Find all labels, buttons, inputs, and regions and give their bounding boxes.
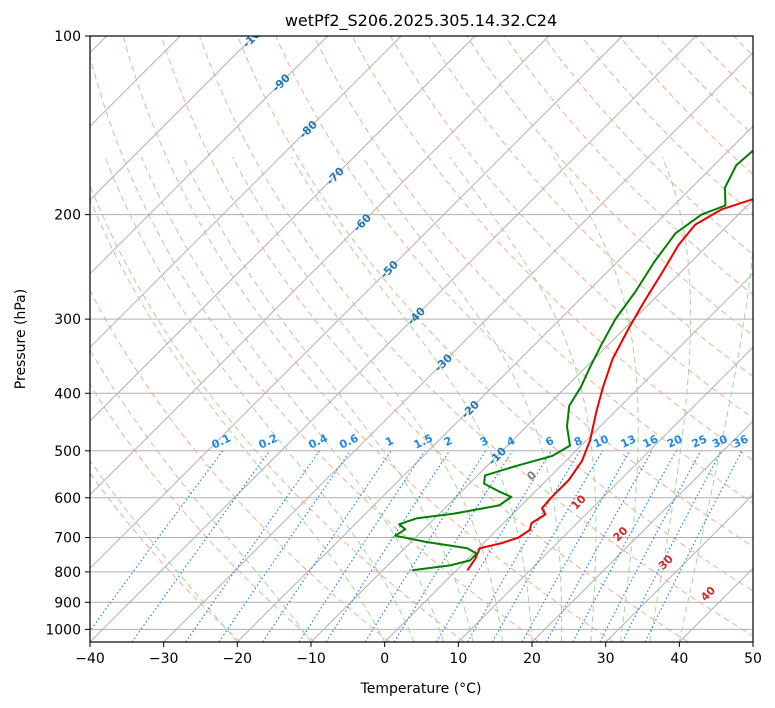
y-axis-label: Pressure (hPa) <box>13 289 29 389</box>
y-axis: 100 200 300 400 500 600 700 800 900 1000 <box>45 29 90 638</box>
moist-adiabat-line <box>90 459 238 642</box>
y-tick-label: 900 <box>54 595 81 611</box>
y-tick-label: 100 <box>54 29 81 45</box>
mixing-ratio-line <box>298 450 426 642</box>
x-tick-label: −10 <box>296 651 326 667</box>
mixing-ratio-line <box>599 450 702 642</box>
moist-adiabat-line <box>362 156 563 642</box>
x-axis-label: Temperature (°C) <box>360 681 482 697</box>
isotherm-line <box>90 36 329 275</box>
dry-adiabat-line <box>90 383 316 642</box>
dry-adiabat-line <box>160 36 689 642</box>
y-tick-label: 600 <box>54 491 81 507</box>
moist-adiabat-line <box>182 156 474 642</box>
y-tick-label: 200 <box>54 208 81 224</box>
mixing-ratio-label: 36 <box>731 432 751 450</box>
x-tick-label: 50 <box>744 651 762 667</box>
mixing-ratio-line <box>521 450 631 642</box>
y-tick-label: 500 <box>54 444 81 460</box>
isotherm-line <box>90 36 402 349</box>
dry-adiabat-line <box>389 36 753 419</box>
mixing-ratio-line <box>545 450 653 642</box>
mixing-ratio-line <box>325 450 451 642</box>
isotherm-line <box>90 36 697 642</box>
mixing-ratio-label: 30 <box>710 432 730 450</box>
mixing-ratio-label: 13 <box>619 432 638 450</box>
mixing-ratio-label: 10 <box>591 432 611 450</box>
isotherm-line <box>90 36 255 201</box>
x-tick-label: 10 <box>449 651 467 667</box>
mixing-ratio-line <box>262 450 392 642</box>
mixing-ratio-label: 16 <box>641 432 661 450</box>
dry-adiabat-line <box>275 36 753 548</box>
isotherm-line <box>457 346 753 642</box>
mixing-ratio-line <box>435 450 552 642</box>
isotherm-line <box>90 36 623 570</box>
dry-adiabat-line <box>427 36 753 378</box>
chart-title: wetPf2_S206.2025.305.14.32.C24 <box>285 11 557 31</box>
mixing-ratio-line <box>644 450 743 642</box>
dry-adiabat-line <box>237 36 753 592</box>
moist-adiabat-line <box>290 156 533 642</box>
moist-adiabat-line <box>104 156 415 642</box>
dry-adiabat-line <box>313 36 753 504</box>
isotherm-line <box>531 420 753 642</box>
dry-adiabat-line <box>90 184 465 642</box>
dry-adiabat-line <box>351 36 753 462</box>
mixing-ratio-line <box>218 450 351 642</box>
dry-adiabat-line <box>199 36 753 637</box>
y-tick-label: 800 <box>54 565 81 581</box>
y-tick-label: 1000 <box>45 622 81 638</box>
moist-adiabat-line <box>449 156 597 642</box>
mixing-ratio-label: 20 <box>665 432 685 450</box>
moist-adiabat-line <box>90 349 312 642</box>
mixing-ratio-line <box>572 450 677 642</box>
mixing-ratio-line <box>90 450 224 632</box>
x-tick-label: 40 <box>670 651 688 667</box>
isotherm-line <box>163 51 753 642</box>
mixing-ratio-label: 25 <box>690 433 709 451</box>
mixing-ratio-line <box>364 450 487 642</box>
background-lines <box>90 36 753 642</box>
temperature-line <box>466 198 753 571</box>
x-axis: −40 −30 −20 −10 0 10 20 30 40 50 <box>75 642 762 667</box>
x-tick-label: −20 <box>223 651 253 667</box>
dry-adiabat-line <box>90 289 390 642</box>
dry-adiabat-line <box>504 36 753 296</box>
moist-adiabat-line <box>90 198 386 642</box>
moist-adiabat-line <box>678 242 753 642</box>
isotherm-line <box>605 493 753 642</box>
x-tick-label: 30 <box>597 651 615 667</box>
dry-adiabat-line <box>466 36 753 337</box>
isotherm-line <box>236 125 753 642</box>
moist-adiabat-line <box>553 156 639 642</box>
dry-adiabat-line <box>90 54 540 642</box>
x-tick-label: −30 <box>149 651 179 667</box>
x-tick-label: −40 <box>75 651 105 667</box>
y-tick-label: 300 <box>54 312 81 328</box>
dewpoint-line <box>394 149 753 572</box>
x-tick-label: 0 <box>380 651 389 667</box>
dry-adiabat-line <box>122 36 614 642</box>
profile-lines <box>394 149 753 572</box>
mixing-ratio-line <box>131 450 271 642</box>
isotherm-line <box>310 199 753 642</box>
isotherm-line <box>384 272 753 642</box>
moist-adiabat-line <box>140 156 445 642</box>
y-tick-label: 400 <box>54 386 81 402</box>
x-tick-label: 20 <box>523 651 541 667</box>
mixing-ratio-line <box>185 450 321 642</box>
dry-adiabat-line <box>90 472 241 642</box>
isotherm-line <box>90 36 476 422</box>
plot-frame <box>89 35 754 643</box>
y-tick-label: 700 <box>54 531 81 547</box>
